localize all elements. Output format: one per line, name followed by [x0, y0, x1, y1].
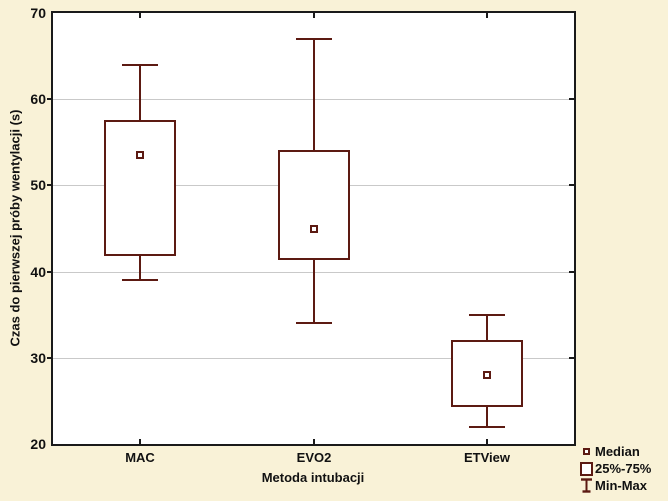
whisker-cap-min-evo2 — [296, 322, 332, 324]
legend-row-minmax: Min-Max — [578, 477, 651, 494]
median-marker-mac — [136, 151, 144, 159]
legend: Median 25%-75% Min-Max — [578, 443, 651, 494]
whisker-cap-min-mac — [122, 279, 158, 281]
y-tick-label-50: 50 — [30, 177, 46, 193]
x-tick-top-ETView — [486, 13, 488, 18]
x-tick-bottom-ETView — [486, 439, 488, 444]
legend-row-box: 25%-75% — [578, 460, 651, 477]
legend-label-box: 25%-75% — [595, 461, 652, 476]
y-tick-right-60 — [569, 98, 574, 100]
y-tick-label-40: 40 — [30, 264, 46, 280]
y-axis-title: Czas do pierwszej próby wentylacji (s) — [7, 109, 23, 347]
median-marker-icon — [583, 448, 590, 455]
x-tick-label-MAC: MAC — [125, 450, 155, 465]
box-mac — [104, 120, 176, 256]
y-tick-right-40 — [569, 271, 574, 273]
y-tick-label-20: 20 — [30, 436, 46, 452]
x-tick-bottom-MAC — [139, 439, 141, 444]
y-tick-left-30 — [47, 357, 53, 359]
x-tick-label-EVO2: EVO2 — [296, 450, 332, 465]
minmax-whisker-icon — [581, 478, 592, 493]
legend-label-median: Median — [595, 444, 640, 459]
x-tick-top-EVO2 — [313, 13, 315, 18]
x-tick-bottom-EVO2 — [313, 439, 315, 444]
x-tick-label-ETView: ETView — [463, 450, 510, 465]
gridline-30 — [53, 358, 574, 359]
whisker-cap-max-etview — [469, 314, 505, 316]
legend-row-median: Median — [578, 443, 651, 460]
median-marker-etview — [483, 371, 491, 379]
y-tick-left-50 — [47, 184, 53, 186]
y-tick-left-60 — [47, 98, 53, 100]
legend-label-minmax: Min-Max — [595, 478, 647, 493]
plot-area — [47, 11, 576, 446]
box-evo2 — [278, 150, 350, 260]
y-tick-right-50 — [569, 184, 574, 186]
y-tick-left-40 — [47, 271, 53, 273]
y-tick-label-60: 60 — [30, 91, 46, 107]
iqr-box-icon — [580, 461, 593, 476]
y-tick-label-30: 30 — [30, 350, 46, 366]
whisker-cap-max-evo2 — [296, 38, 332, 40]
x-tick-top-MAC — [139, 13, 141, 18]
whisker-cap-max-mac — [122, 64, 158, 66]
median-marker-evo2 — [310, 225, 318, 233]
x-axis-title: Metoda intubacji — [261, 470, 365, 485]
y-tick-label-70: 70 — [30, 5, 46, 21]
whisker-cap-min-etview — [469, 426, 505, 428]
y-tick-right-30 — [569, 357, 574, 359]
